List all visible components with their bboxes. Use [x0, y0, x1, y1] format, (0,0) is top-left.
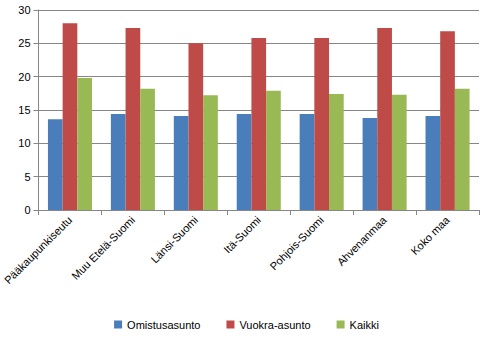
svg-text:Pääkaupunkiseutu: Pääkaupunkiseutu	[2, 214, 74, 286]
svg-text:15: 15	[18, 104, 30, 116]
svg-text:Vuokra-asunto: Vuokra-asunto	[239, 319, 310, 331]
svg-text:Länsi-Suomi: Länsi-Suomi	[148, 214, 200, 266]
svg-text:5: 5	[24, 171, 30, 183]
svg-text:10: 10	[18, 137, 30, 149]
svg-text:Muu Etelä-Suomi: Muu Etelä-Suomi	[69, 214, 137, 282]
svg-text:20: 20	[18, 71, 30, 83]
svg-text:Kaikki: Kaikki	[350, 319, 379, 331]
svg-text:25: 25	[18, 37, 30, 49]
svg-text:0: 0	[24, 204, 30, 216]
svg-text:Pohjois-Suomi: Pohjois-Suomi	[267, 214, 326, 273]
svg-text:30: 30	[18, 4, 30, 16]
svg-text:Itä-Suomi: Itä-Suomi	[221, 214, 263, 256]
svg-text:Koko maa: Koko maa	[408, 213, 452, 257]
svg-text:Ahvenanmaa: Ahvenanmaa	[335, 213, 390, 268]
svg-text:Omistusasunto: Omistusasunto	[127, 319, 200, 331]
